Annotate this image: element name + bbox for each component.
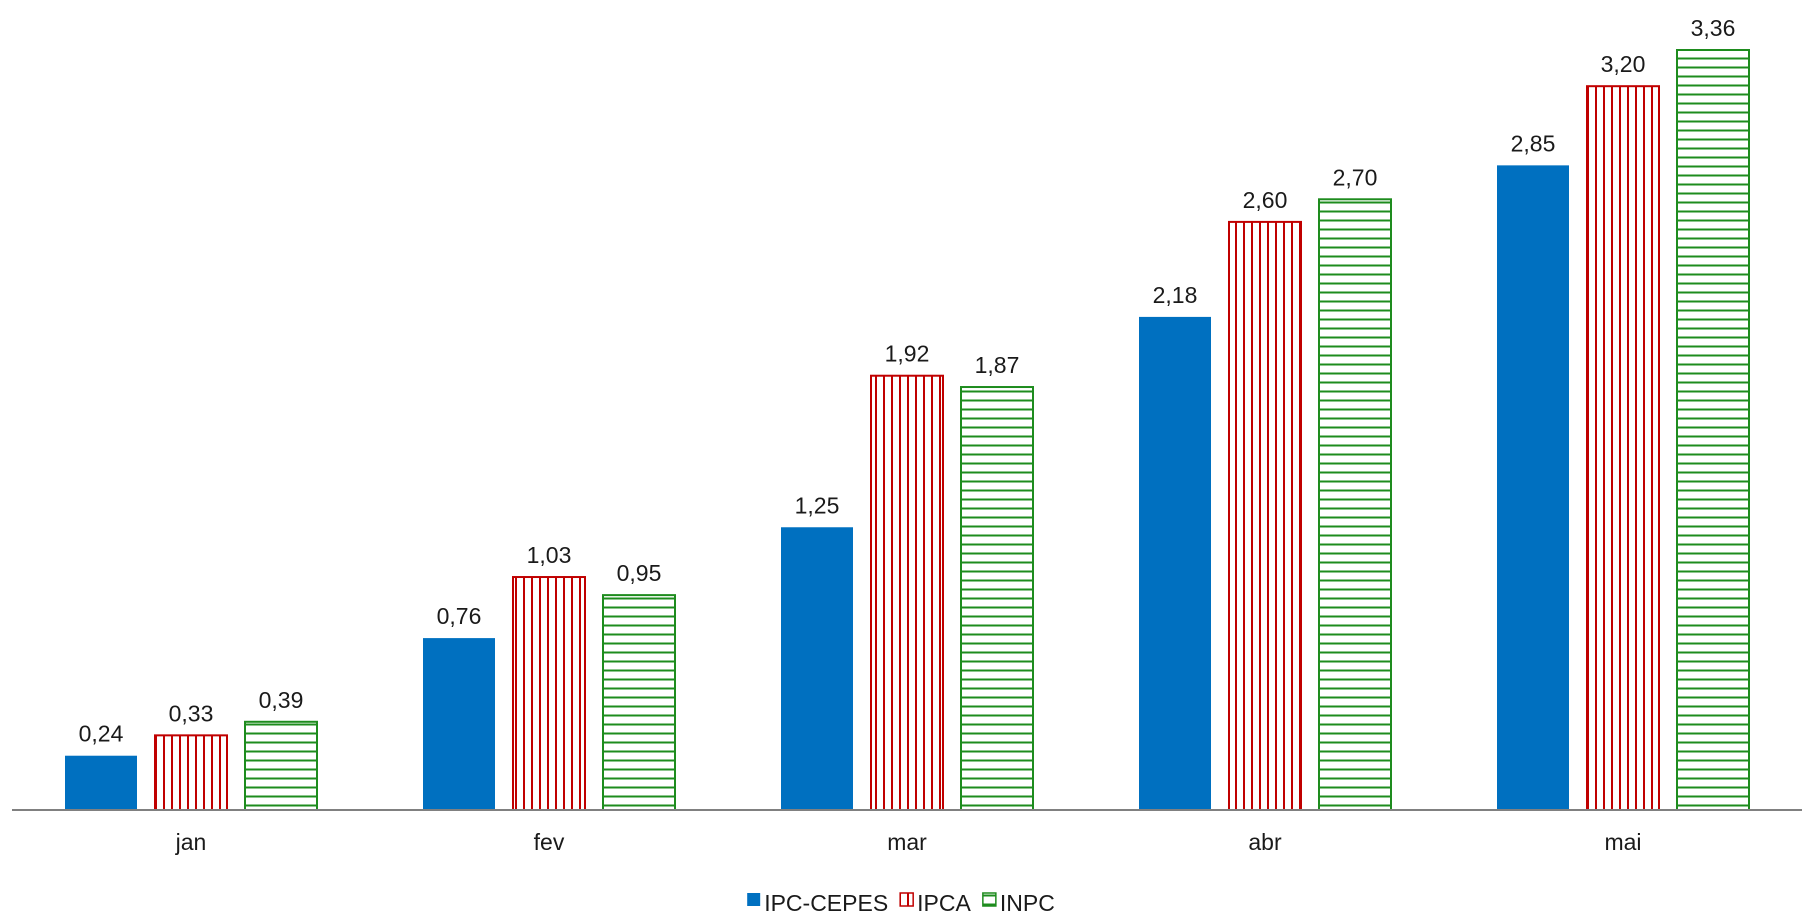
bar-inpc-mar [960, 386, 1034, 811]
data-label-ipc-cepes-mai: 2,85 [1511, 130, 1556, 156]
bar-ipc-cepes-mai [1497, 165, 1569, 810]
data-label-ipc-cepes-fev: 0,76 [437, 603, 482, 629]
data-label-ipca-fev: 1,03 [527, 542, 572, 568]
legend-swatch-ipca [899, 892, 914, 907]
bar-ipca-fev [512, 576, 586, 811]
category-label-jan: jan [175, 829, 207, 855]
bar-ipc-cepes-fev [423, 638, 495, 810]
category-label-abr: abr [1248, 829, 1282, 855]
data-label-inpc-mar: 1,87 [975, 352, 1020, 378]
legend-label-ipc-cepes: IPC-CEPES [764, 890, 888, 913]
category-label-mar: mar [887, 829, 927, 855]
bar-inpc-jan [244, 720, 318, 811]
data-label-inpc-abr: 2,70 [1333, 164, 1378, 190]
bar-ipca-abr [1228, 220, 1302, 811]
legend-label-inpc: INPC [1000, 890, 1055, 913]
bar-ipca-mar [870, 374, 944, 811]
legend: IPC-CEPES IPCA INPC [747, 890, 1055, 913]
bar-ipc-cepes-abr [1139, 316, 1211, 810]
data-label-ipca-mar: 1,92 [885, 341, 930, 367]
bar-inpc-fev [602, 594, 676, 811]
data-label-inpc-mai: 3,36 [1691, 15, 1736, 41]
data-labels-group: 0,24 0,33 0,39 0,76 1,03 0,95 1,25 1,92 1,87 2,18… [79, 15, 1736, 747]
category-label-fev: fev [534, 829, 565, 855]
bar-ipc-cepes-mar [781, 527, 853, 810]
legend-label-ipca: IPCA [917, 890, 971, 913]
bar-inpc-mai [1676, 49, 1750, 811]
bar-ipca-mai [1586, 85, 1660, 811]
bar-ipc-cepes-jan [65, 755, 137, 810]
data-label-ipc-cepes-abr: 2,18 [1153, 282, 1198, 308]
data-label-ipca-mai: 3,20 [1601, 51, 1646, 77]
category-label-mai: mai [1604, 829, 1641, 855]
bar-inpc-abr [1318, 198, 1392, 812]
legend-swatch-inpc [982, 892, 997, 907]
bars-group [65, 49, 1750, 812]
data-label-inpc-jan: 0,39 [259, 687, 304, 713]
data-label-ipca-abr: 2,60 [1243, 187, 1288, 213]
data-label-ipc-cepes-jan: 0,24 [79, 721, 124, 747]
data-label-ipc-cepes-mar: 1,25 [795, 492, 840, 518]
legend-swatch-ipc-cepes [747, 893, 761, 906]
data-label-ipca-jan: 0,33 [169, 700, 214, 726]
category-labels-group: jan fev mar abr mai [175, 829, 1642, 855]
data-label-inpc-fev: 0,95 [617, 560, 662, 586]
bar-ipca-jan [154, 734, 228, 811]
